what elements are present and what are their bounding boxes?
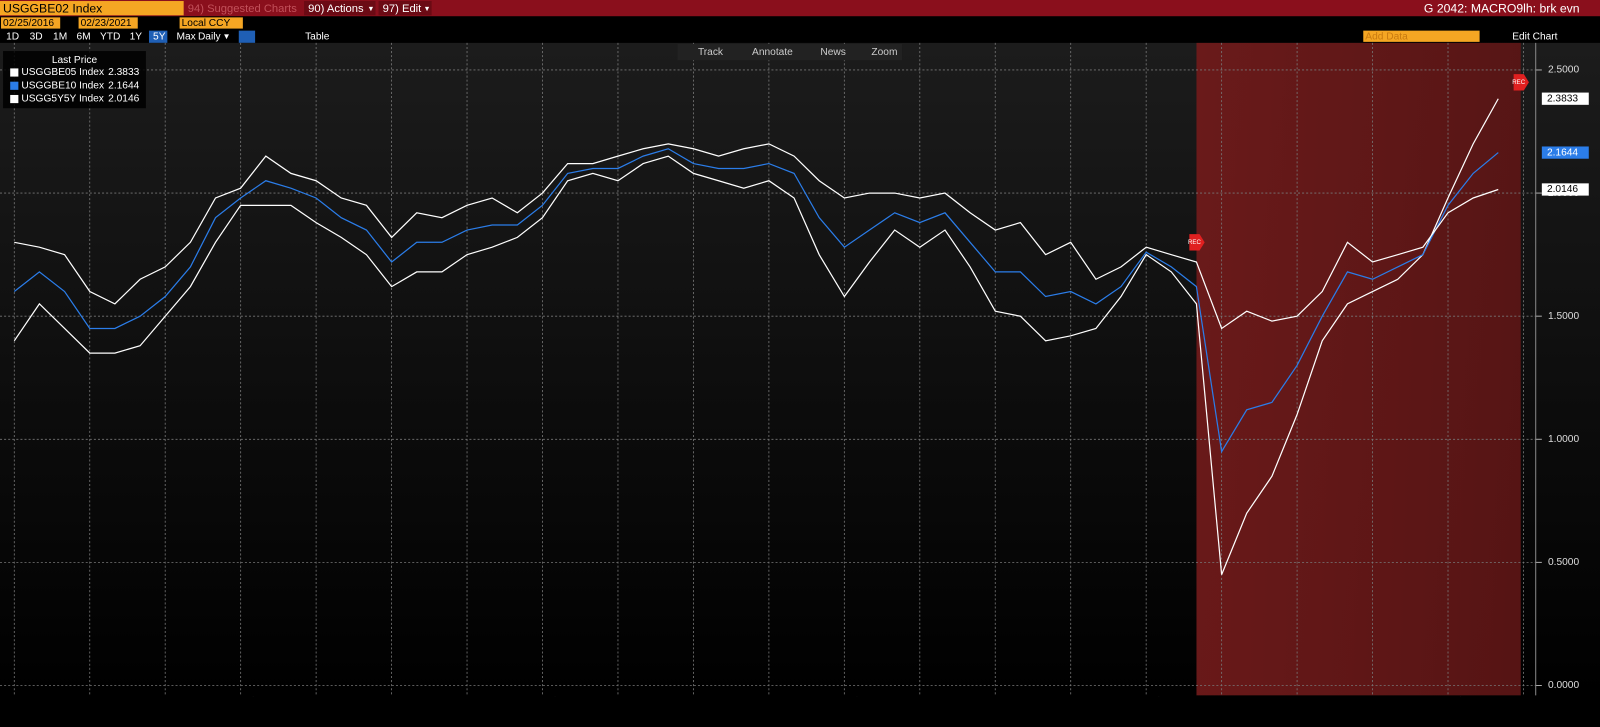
end-date[interactable]: 02/23/2021 [81, 18, 132, 29]
rec-label: REC [1512, 79, 1525, 86]
range-buttons: 1D 3D 1M 6M YTD 1Y 5Y Max [6, 30, 196, 43]
range-button[interactable]: YTD [100, 31, 120, 42]
rec-label: REC [1188, 239, 1201, 246]
range-button[interactable]: Max [177, 31, 196, 42]
legend-swatch [10, 68, 19, 77]
x-axis-band [0, 696, 1600, 727]
tool-button[interactable]: Track [698, 47, 724, 58]
toolbar [0, 16, 1600, 30]
currency[interactable]: Local CCY [182, 18, 231, 29]
legend-box [3, 51, 146, 109]
plot: 0.00000.50001.00001.50002.00002.5000MarJ… [0, 42, 1589, 725]
edit[interactable]: 97) Edit [383, 3, 423, 15]
security[interactable]: USGGBE02 Index [3, 1, 102, 15]
security-field[interactable] [0, 1, 184, 16]
last-value-label: 2.1644 [1547, 147, 1578, 158]
series-line [13, 98, 1499, 575]
series-line [13, 148, 1499, 454]
last-value-tag [1541, 183, 1589, 196]
tool-button[interactable]: Annotate [752, 47, 793, 58]
y-tick-label: 2.5000 [1548, 65, 1579, 76]
tool-buttons: Track Annotate News Zoom [698, 47, 898, 58]
legend-swatch [10, 81, 19, 90]
legend-label: USGG5Y5Y Index [21, 94, 103, 105]
y-tick-label: 1.0000 [1548, 434, 1579, 445]
edit-button[interactable] [378, 1, 432, 16]
edit-chart[interactable]: Edit Chart [1512, 31, 1557, 42]
currency-field[interactable] [179, 17, 243, 29]
dropdown-arrow: ▼ [423, 5, 430, 13]
rec-marker [1189, 234, 1205, 251]
tool-button[interactable]: News [820, 47, 845, 58]
legend-title: Last Price [52, 55, 98, 66]
series-line [14, 143, 1499, 330]
start-date-field[interactable] [1, 17, 61, 29]
end-date-field[interactable] [78, 17, 138, 29]
table-button[interactable]: Table [305, 31, 330, 42]
actions-button[interactable] [304, 1, 376, 16]
last-value-label: 2.0146 [1547, 184, 1578, 195]
dropdown-arrow: ▼ [222, 32, 230, 41]
y-tick-label: 0.5000 [1548, 557, 1579, 568]
range-button[interactable]: 1M [53, 31, 67, 42]
legend-value: 2.3833 [108, 67, 139, 78]
tool-button[interactable]: Zoom [871, 47, 897, 58]
range-selected [148, 30, 168, 43]
add-data-field[interactable] [1363, 30, 1480, 42]
y-tick-label: 0.0000 [1548, 680, 1579, 691]
chart-type-button[interactable] [238, 30, 256, 43]
range-button[interactable]: 1D [6, 31, 19, 42]
range-button[interactable]: 1Y [130, 31, 143, 42]
range-button[interactable]: 6M [77, 31, 91, 42]
legend: USGGBE05 Index 2.3833 USGGBE10 Index 2.1644… [10, 67, 140, 105]
dropdown-arrow: ▼ [367, 5, 374, 13]
legend-value: 2.0146 [108, 94, 139, 105]
range-button[interactable]: 5Y [153, 31, 166, 42]
y-tick-label: 1.5000 [1548, 311, 1579, 322]
last-value-tag [1541, 146, 1589, 159]
legend-swatch [10, 94, 19, 104]
command: G 2042: MACRO9lh: brk evn [1424, 1, 1580, 15]
last-value-tag [1541, 92, 1589, 105]
range-button[interactable]: 3D [30, 31, 43, 42]
rec-marker [1513, 74, 1529, 91]
last-value-label: 2.3833 [1547, 93, 1578, 104]
frequency[interactable]: Daily [198, 31, 222, 42]
legend-value: 2.1644 [108, 80, 139, 91]
recession-shading [1196, 42, 1521, 696]
legend-label: USGGBE05 Index [21, 67, 104, 78]
legend-label: USGGBE10 Index [21, 80, 104, 91]
chart-tools [677, 43, 903, 61]
suggested-charts[interactable]: 94) Suggested Charts [188, 3, 297, 15]
actions[interactable]: 90) Actions [308, 3, 364, 15]
add-data[interactable]: Add Data [1365, 31, 1408, 42]
start-date[interactable]: 02/25/2016 [3, 18, 54, 29]
